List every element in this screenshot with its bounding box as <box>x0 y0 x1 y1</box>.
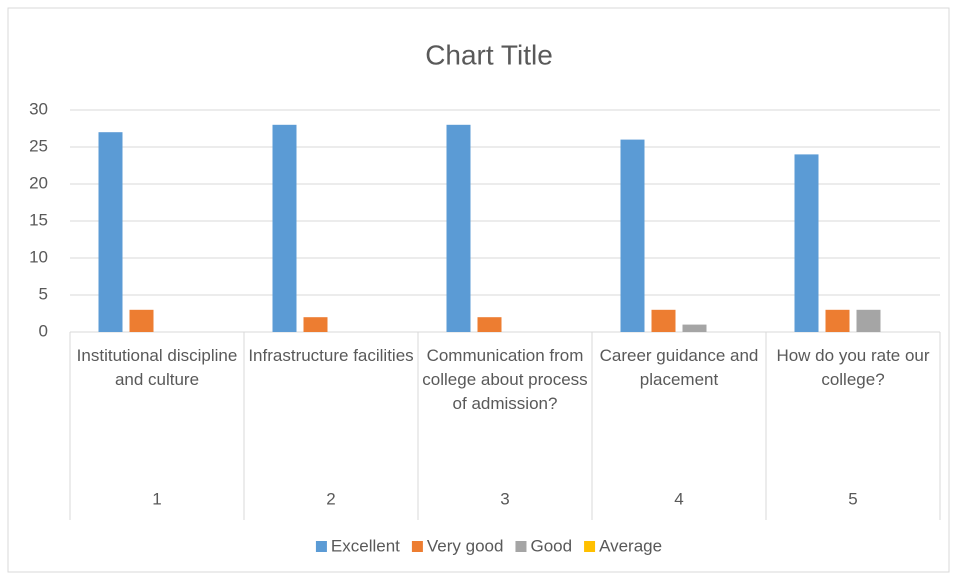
y-tick-label: 10 <box>29 247 48 266</box>
bar <box>825 309 850 332</box>
bar <box>303 317 328 332</box>
x-tick-label: Communication from college about process… <box>422 346 588 413</box>
bar <box>620 139 645 332</box>
x-tick-label: Career guidance and placement <box>599 346 759 389</box>
bar <box>129 309 154 332</box>
legend-swatch <box>315 541 327 552</box>
bar <box>98 132 123 332</box>
y-tick-label: 30 <box>29 99 48 118</box>
legend-label: Average <box>599 536 662 555</box>
y-tick-label: 5 <box>39 284 48 303</box>
legend-swatch <box>584 541 596 552</box>
x-category-box: How do you rate our college? <box>776 346 930 389</box>
x-tick-label: Infrastructure facilities <box>248 346 414 365</box>
x-category-box: Career guidance and placement <box>599 346 759 389</box>
x-group-label: 4 <box>674 489 683 508</box>
bar <box>794 154 819 332</box>
chart-title: Chart Title <box>425 39 553 70</box>
x-category-box: Communication from college about process… <box>422 346 588 413</box>
y-tick-label: 20 <box>29 173 48 192</box>
bar <box>651 309 676 332</box>
y-tick-label: 15 <box>29 210 48 229</box>
bar <box>477 317 502 332</box>
x-group-label: 3 <box>500 489 509 508</box>
legend-label: Good <box>530 536 572 555</box>
bar <box>272 124 297 332</box>
x-group-label: 1 <box>152 489 161 508</box>
legend-label: Excellent <box>331 536 400 555</box>
x-category-box: Institutional discipline and culture <box>76 346 238 389</box>
legend: Excellent Very good Good Average <box>315 536 662 555</box>
x-category-box: Infrastructure facilities <box>248 346 414 365</box>
bar <box>682 324 707 332</box>
legend-swatch <box>411 541 423 552</box>
y-tick-label: 0 <box>39 321 48 340</box>
bar <box>446 124 471 332</box>
x-group-label: 5 <box>848 489 857 508</box>
y-tick-label: 25 <box>29 136 48 155</box>
legend-swatch <box>515 541 527 552</box>
x-tick-label: Institutional discipline and culture <box>76 346 238 389</box>
bar <box>856 309 881 332</box>
x-group-label: 2 <box>326 489 335 508</box>
chart-border <box>7 7 950 573</box>
legend-label: Very good <box>427 536 504 555</box>
x-tick-label: How do you rate our college? <box>776 346 930 389</box>
